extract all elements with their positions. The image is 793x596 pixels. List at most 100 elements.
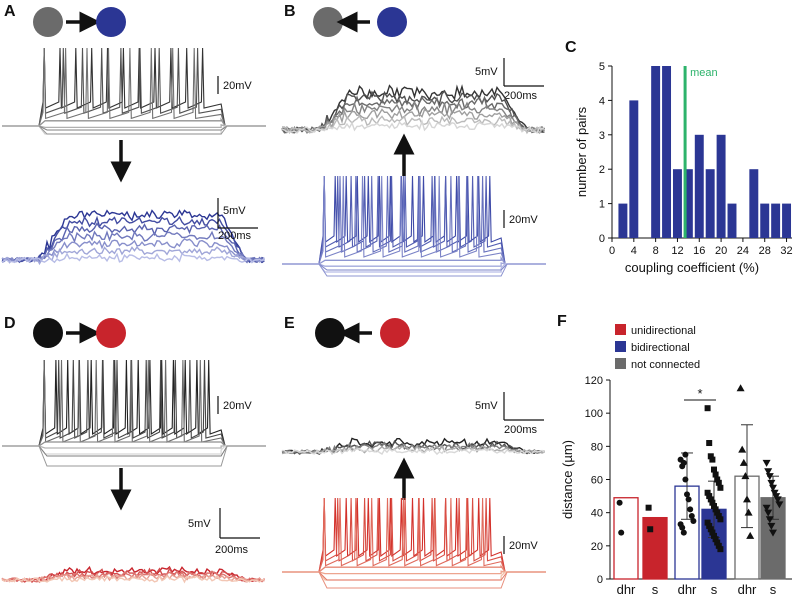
histogram-bar	[760, 203, 770, 238]
data-point	[715, 512, 722, 519]
y-tick-label: 1	[599, 199, 605, 211]
gray-response-traces	[281, 84, 546, 135]
data-point	[744, 508, 753, 516]
mean-bar	[613, 497, 639, 580]
data-point	[706, 440, 713, 447]
data-point	[736, 384, 745, 392]
legend-label: bidirectional	[631, 342, 690, 354]
histogram-bar	[662, 66, 672, 238]
scale-label-20mv: 20mV	[509, 540, 538, 552]
data-point	[712, 536, 719, 543]
data-point	[616, 499, 623, 506]
legend-swatch	[615, 341, 626, 352]
panel-label-d: D	[4, 315, 16, 332]
legend-swatch	[615, 324, 626, 335]
voltage-trace	[282, 255, 546, 265]
data-point	[647, 526, 654, 533]
data-point	[767, 522, 776, 530]
voltage-trace	[2, 359, 266, 447]
data-point	[743, 495, 751, 503]
neuron-gray-icon	[313, 7, 343, 37]
red-spike-traces	[282, 497, 546, 589]
voltage-trace	[2, 359, 266, 447]
panel-label-c: C	[565, 39, 577, 56]
data-point	[762, 459, 771, 467]
histogram-bar	[651, 66, 661, 238]
voltage-trace	[1, 238, 265, 263]
scale-label-200ms: 200ms	[504, 424, 538, 436]
legend-label: unidirectional	[631, 325, 696, 337]
data-point	[711, 532, 717, 539]
data-point	[687, 506, 694, 513]
panel-label-e: E	[284, 315, 295, 332]
voltage-trace	[2, 117, 266, 127]
blue-spike-traces	[282, 175, 546, 277]
data-point	[618, 529, 625, 536]
data-point	[685, 496, 692, 503]
mean-bar	[760, 497, 786, 580]
data-point	[765, 516, 774, 524]
voltage-trace	[2, 125, 266, 135]
histogram-bar	[727, 203, 737, 238]
scale-label-5mv: 5mV	[188, 518, 211, 530]
panel-label-f: F	[557, 313, 567, 330]
data-point	[714, 476, 721, 483]
x-tick-label: 4	[631, 245, 637, 257]
voltage-trace	[2, 445, 266, 467]
voltage-trace	[2, 47, 266, 127]
voltage-trace	[1, 245, 265, 266]
data-point	[707, 526, 714, 533]
voltage-trace	[281, 118, 545, 134]
x-tick-label: 0	[609, 245, 615, 257]
data-point	[715, 542, 722, 549]
histogram-bar	[749, 169, 759, 238]
voltage-trace	[1, 209, 265, 264]
data-point	[714, 509, 721, 516]
voltage-trace	[282, 571, 546, 589]
x-category-label: dhr	[678, 582, 697, 596]
neuron-blue-icon	[377, 7, 407, 37]
voltage-trace	[2, 47, 266, 127]
histogram-bar	[618, 203, 628, 238]
panel-label-a: A	[4, 3, 16, 20]
y-tick-label: 5	[599, 61, 605, 73]
x-axis-label: coupling coefficient (%)	[625, 260, 759, 275]
scale-label-20mv: 20mV	[509, 214, 538, 226]
data-point	[764, 509, 773, 517]
data-point	[769, 529, 777, 537]
voltage-trace	[281, 108, 545, 134]
data-point	[690, 517, 697, 524]
data-point	[712, 506, 719, 513]
histogram-bar	[771, 203, 781, 238]
data-point	[704, 489, 711, 496]
y-tick-label: 4	[599, 95, 605, 107]
data-point	[709, 456, 716, 463]
data-point	[775, 501, 784, 509]
data-point	[767, 479, 776, 487]
black-spike-traces	[2, 359, 266, 467]
scale-label-5mv: 5mV	[475, 66, 498, 78]
panel-a: A 20mV 5mV 200ms	[1, 3, 266, 266]
x-tick-label: 20	[715, 245, 727, 257]
data-point	[704, 405, 711, 412]
voltage-trace	[282, 175, 546, 265]
data-point	[711, 503, 717, 510]
scale-label-200ms: 200ms	[218, 230, 252, 242]
data-point	[712, 471, 719, 478]
scale-label-20mv: 20mV	[223, 80, 252, 92]
voltage-trace	[2, 47, 266, 127]
data-point	[704, 519, 711, 526]
data-point	[714, 539, 721, 546]
red-response-traces	[1, 565, 266, 584]
histogram-bar	[683, 169, 693, 238]
x-category-label: dhr	[738, 582, 757, 596]
data-point	[706, 522, 713, 529]
x-category-label: s	[652, 582, 659, 596]
y-tick-label: 80	[591, 441, 603, 453]
x-tick-label: 8	[653, 245, 659, 257]
data-point	[645, 504, 652, 511]
y-tick-label: 40	[591, 508, 603, 520]
data-point	[746, 531, 755, 539]
x-category-label: s	[770, 582, 777, 596]
